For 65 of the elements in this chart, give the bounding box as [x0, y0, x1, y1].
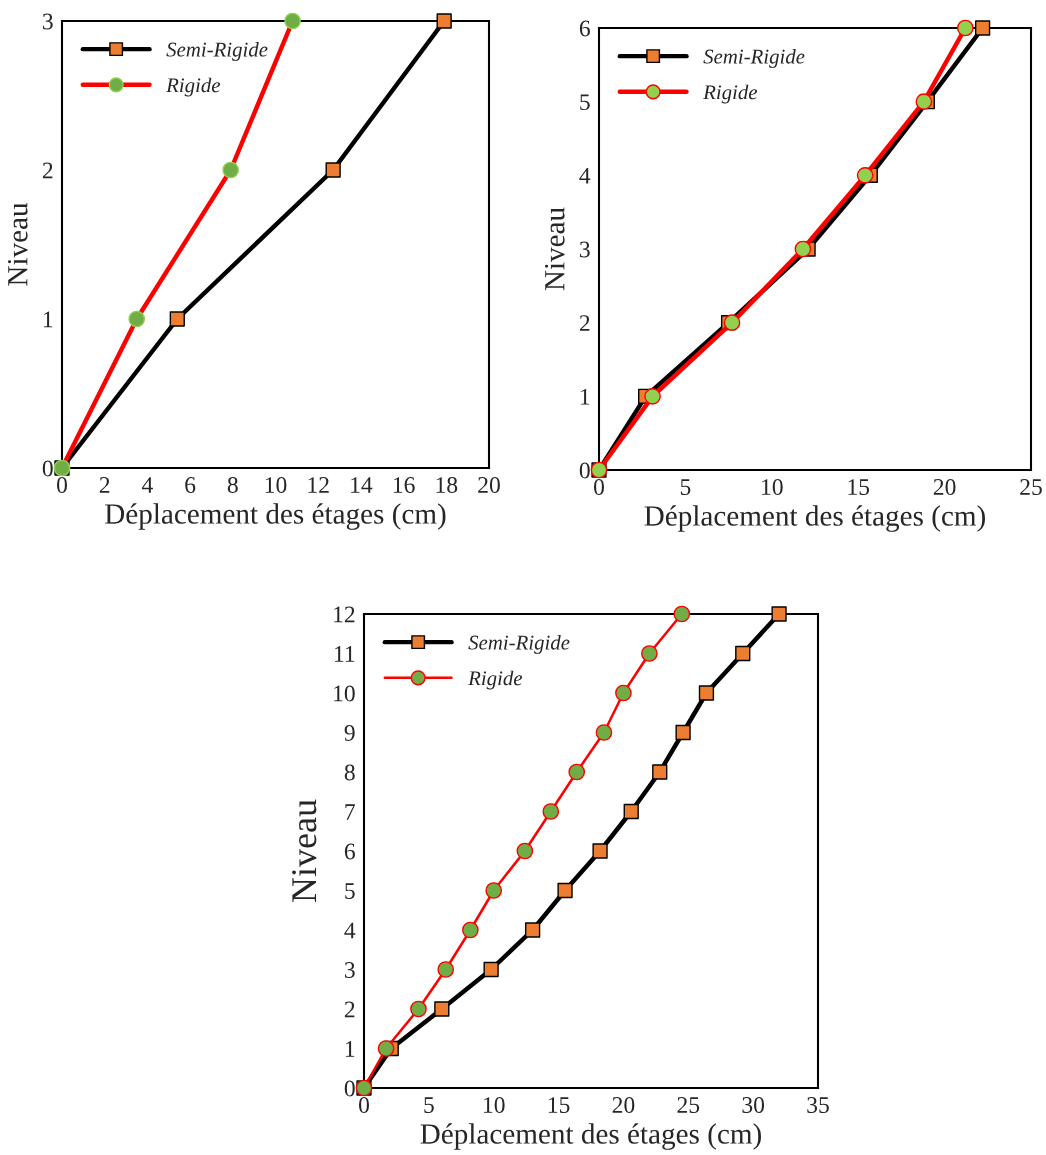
x-tick-label: 20 [612, 1097, 635, 1113]
x-tick-label: 10 [762, 479, 783, 495]
y-tick-label: 7 [345, 804, 355, 820]
y-tick-label: 2 [42, 162, 53, 179]
x-tick-label: 12 [308, 477, 329, 493]
y-axis-title: Niveau [8, 202, 28, 286]
x-tick-label: 0 [359, 1097, 369, 1113]
y-tick-label: 11 [335, 646, 355, 662]
x-tick-label: 5 [424, 1097, 434, 1113]
y-tick-label: 9 [344, 725, 355, 741]
y-tick-label: 10 [334, 685, 355, 702]
x-axis-title: Déplacement des étages (cm) [105, 503, 446, 530]
point [325, 162, 341, 178]
x-axis-title: Déplacement des étages (cm) [420, 1123, 761, 1150]
point [436, 13, 452, 29]
x-tick-label: 20 [933, 479, 956, 495]
y-tick-label: 0 [42, 460, 53, 477]
x-tick-label: 10 [483, 1097, 505, 1113]
y-tick-label: 5 [580, 94, 590, 111]
legend-label: Semi-Rigide [703, 48, 805, 68]
y-tick-label: 6 [579, 20, 590, 37]
y-tick-label: 8 [344, 764, 355, 781]
x-tick-label: 0 [57, 477, 67, 493]
point [169, 311, 185, 327]
x-tick-label: 20 [478, 477, 500, 493]
y-tick-label: 6 [344, 843, 355, 860]
y-tick-label: 0 [344, 1080, 355, 1097]
x-tick-label: 35 [807, 1097, 829, 1113]
x-tick-label: 25 [1020, 479, 1042, 495]
y-tick-label: 3 [42, 13, 53, 30]
y-axis-title: Niveau [292, 799, 317, 903]
x-tick-label: 10 [265, 477, 287, 493]
x-tick-label: 4 [141, 477, 153, 493]
y-tick-label: 4 [344, 922, 356, 939]
y-tick-label: 12 [334, 606, 355, 623]
x-tick-label: 6 [185, 477, 196, 493]
x-tick-label: 30 [742, 1097, 765, 1113]
legend-label: Semi-Rigide [468, 634, 570, 654]
x-axis-title: Déplacement des étages (cm) [644, 505, 985, 532]
x-tick-label: 2 [99, 477, 110, 493]
y-axis-title: Niveau [545, 207, 565, 291]
x-tick-label: 0 [594, 479, 604, 495]
y-tick-label: 1 [345, 1041, 355, 1057]
y-tick-label: 1 [580, 388, 590, 405]
x-tick-label: 8 [227, 477, 238, 493]
y-tick-label: 3 [579, 241, 590, 258]
x-tick-label: 5 [680, 479, 691, 495]
x-tick-label: 15 [848, 479, 870, 495]
x-tick-label: 14 [351, 477, 373, 493]
x-tick-label: 18 [436, 477, 458, 493]
y-tick-label: 1 [43, 311, 53, 328]
legend-label: Rigide [468, 670, 523, 690]
y-tick-label: 0 [579, 462, 590, 479]
point [974, 20, 991, 36]
y-tick-label: 2 [579, 315, 590, 331]
legend-label: Semi-Rigide [166, 41, 268, 61]
x-tick-label: 25 [677, 1097, 700, 1113]
legend-label: Rigide [703, 84, 758, 104]
y-tick-label: 5 [345, 883, 355, 899]
legend-label: Rigide [166, 77, 221, 97]
y-tick-label: 4 [579, 167, 591, 184]
y-tick-label: 2 [344, 1001, 355, 1018]
x-tick-label: 15 [548, 1097, 570, 1113]
x-tick-label: 16 [393, 477, 415, 493]
y-tick-label: 3 [344, 962, 355, 978]
